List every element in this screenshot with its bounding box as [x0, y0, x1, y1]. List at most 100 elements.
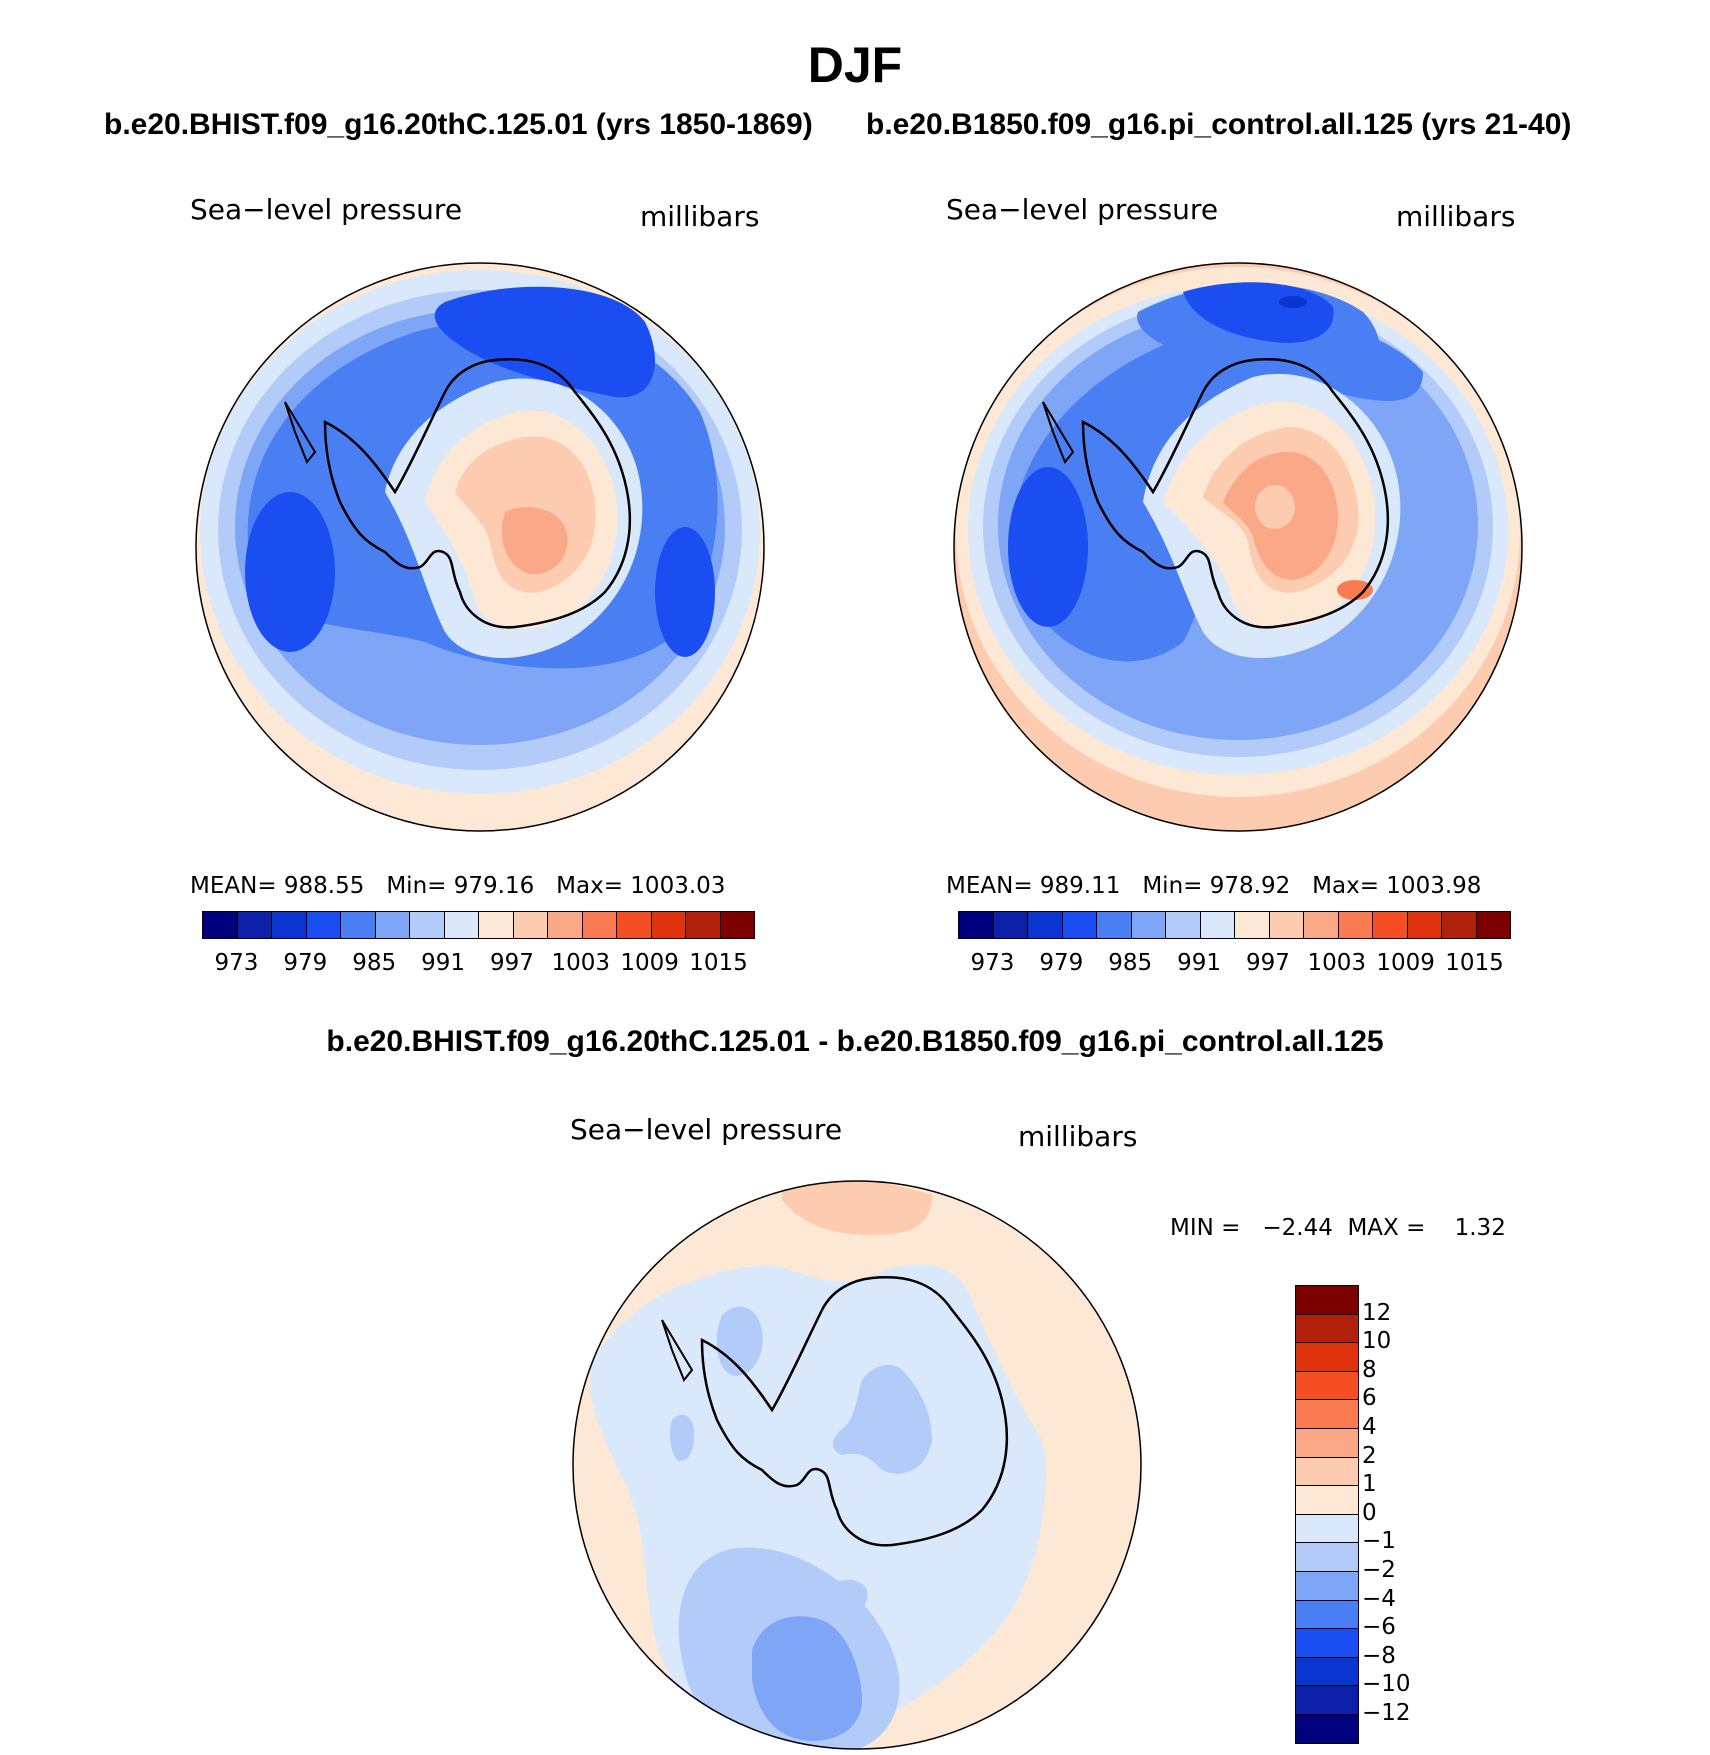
colorbar-swatch — [1062, 912, 1097, 938]
map-contour-band — [655, 527, 715, 657]
map-contour-band — [245, 492, 335, 652]
right-units-label: millibars — [1396, 200, 1516, 233]
right-mean-label: MEAN= — [946, 873, 1033, 899]
map-contour-band — [669, 1414, 695, 1461]
colorbar-swatch — [1296, 1428, 1358, 1458]
colorbar-swatch — [1131, 912, 1166, 938]
colorbar-swatch — [1200, 912, 1235, 938]
left-mean-value: 988.55 — [283, 873, 365, 899]
colorbar-tick-label: 0 — [1362, 1499, 1377, 1526]
colorbar-tick-label: 991 — [1177, 950, 1222, 976]
diff-colorbar-labels: 12 10 8 6 4 2 1 0 −1 −2 −4 −6 −8 −10 −12 — [1362, 1285, 1442, 1745]
left-stats: MEAN= 988.55 Min= 979.16 Max= 1003.03 — [190, 873, 725, 899]
colorbar-swatch — [548, 912, 583, 938]
colorbar-swatch — [1296, 1400, 1358, 1429]
colorbar-swatch — [1235, 912, 1270, 938]
left-colorbar-labels: 973 979 985 991 997 1003 1009 1015 — [202, 950, 753, 980]
map-contour-band — [820, 1579, 868, 1620]
colorbar-tick-label: −1 — [1362, 1528, 1396, 1555]
map-coastline — [700, 1276, 1008, 1547]
right-mean-value: 989.11 — [1039, 873, 1121, 899]
colorbar-tick-label: 1 — [1362, 1471, 1377, 1498]
right-min-value: 978.92 — [1209, 873, 1291, 899]
colorbar-swatch — [1296, 1543, 1358, 1572]
left-max-label: Max= — [556, 873, 623, 899]
colorbar-tick-label: 997 — [489, 950, 534, 976]
colorbar-tick-label: 991 — [421, 950, 466, 976]
right-colorbar-labels: 973 979 985 991 997 1003 1009 1015 — [958, 950, 1509, 980]
colorbar-tick-label: 4 — [1362, 1414, 1377, 1440]
colorbar-swatch — [1373, 912, 1408, 938]
right-max-value: 1003.98 — [1386, 873, 1482, 899]
map-contour-band — [1279, 296, 1307, 308]
colorbar-tick-label: 2 — [1362, 1442, 1377, 1469]
map-coastline — [661, 1319, 694, 1382]
map-contour-band — [501, 507, 568, 575]
map-contour-band — [1011, 320, 1423, 662]
right-polar-map — [953, 262, 1523, 832]
colorbar-swatch — [1097, 912, 1132, 938]
left-min-label: Min= — [386, 873, 447, 899]
map-contour-band — [782, 1181, 932, 1235]
colorbar-tick-label: 1009 — [1376, 950, 1435, 976]
colorbar-tick-label: −12 — [1362, 1700, 1411, 1726]
colorbar-swatch — [1166, 912, 1201, 938]
colorbar-swatch — [1296, 1514, 1358, 1544]
colorbar-swatch — [1296, 1571, 1358, 1601]
colorbar-tick-label: 1015 — [689, 950, 748, 976]
left-colorbar — [202, 911, 755, 939]
diff-units-label: millibars — [1018, 1120, 1138, 1153]
map-coastline — [1042, 401, 1075, 464]
colorbar-tick-label: 973 — [214, 950, 259, 976]
colorbar-swatch — [341, 912, 376, 938]
colorbar-swatch — [1296, 1343, 1358, 1372]
map-contour-band — [434, 286, 655, 398]
map-contour-band — [1008, 467, 1088, 627]
colorbar-swatch — [237, 912, 272, 938]
colorbar-swatch — [513, 912, 548, 938]
map-contour-band — [832, 1364, 932, 1474]
colorbar-swatch — [1304, 912, 1339, 938]
colorbar-swatch — [1269, 912, 1304, 938]
colorbar-tick-label: −2 — [1362, 1557, 1396, 1583]
colorbar-tick-label: −10 — [1362, 1671, 1411, 1698]
colorbar-swatch — [444, 912, 479, 938]
diff-panel-subtitle: b.e20.BHIST.f09_g16.20thC.125.01 - b.e20… — [326, 1025, 1384, 1058]
map-coastline — [1081, 358, 1389, 629]
map-contour-band — [1337, 580, 1373, 600]
colorbar-swatch — [203, 912, 238, 938]
left-polar-map — [195, 262, 765, 832]
colorbar-tick-label: 1015 — [1445, 950, 1504, 976]
colorbar-swatch — [1338, 912, 1373, 938]
colorbar-tick-label: 1003 — [1307, 950, 1367, 976]
colorbar-swatch — [1296, 1629, 1358, 1658]
right-min-label: Min= — [1142, 873, 1203, 899]
left-units-label: millibars — [640, 200, 760, 233]
colorbar-tick-label: 985 — [352, 950, 397, 976]
colorbar-tick-label: 979 — [283, 950, 328, 976]
colorbar-tick-label: 985 — [1108, 950, 1153, 976]
colorbar-tick-label: 997 — [1245, 950, 1290, 976]
colorbar-swatch — [617, 912, 652, 938]
map-coastline — [323, 358, 631, 629]
right-max-label: Max= — [1312, 873, 1379, 899]
colorbar-swatch — [479, 912, 514, 938]
colorbar-swatch — [1442, 912, 1477, 938]
colorbar-tick-label: 8 — [1362, 1356, 1377, 1383]
colorbar-swatch — [1296, 1371, 1358, 1401]
colorbar-tick-label: 1003 — [551, 950, 611, 976]
colorbar-swatch — [1407, 912, 1442, 938]
colorbar-tick-label: 973 — [970, 950, 1015, 976]
colorbar-swatch — [1296, 1686, 1358, 1715]
colorbar-tick-label: −6 — [1362, 1614, 1396, 1641]
left-min-value: 979.16 — [453, 873, 535, 899]
diff-polar-map — [572, 1180, 1142, 1750]
colorbar-swatch — [306, 912, 341, 938]
left-variable-label: Sea−level pressure — [190, 193, 463, 226]
diff-minmax: MIN = −2.44 MAX = 1.32 — [1170, 1215, 1506, 1241]
left-mean-label: MEAN= — [190, 873, 277, 899]
colorbar-swatch — [1296, 1286, 1358, 1315]
colorbar-swatch — [1296, 1314, 1358, 1344]
colorbar-swatch — [1296, 1714, 1358, 1743]
colorbar-swatch — [1028, 912, 1063, 938]
